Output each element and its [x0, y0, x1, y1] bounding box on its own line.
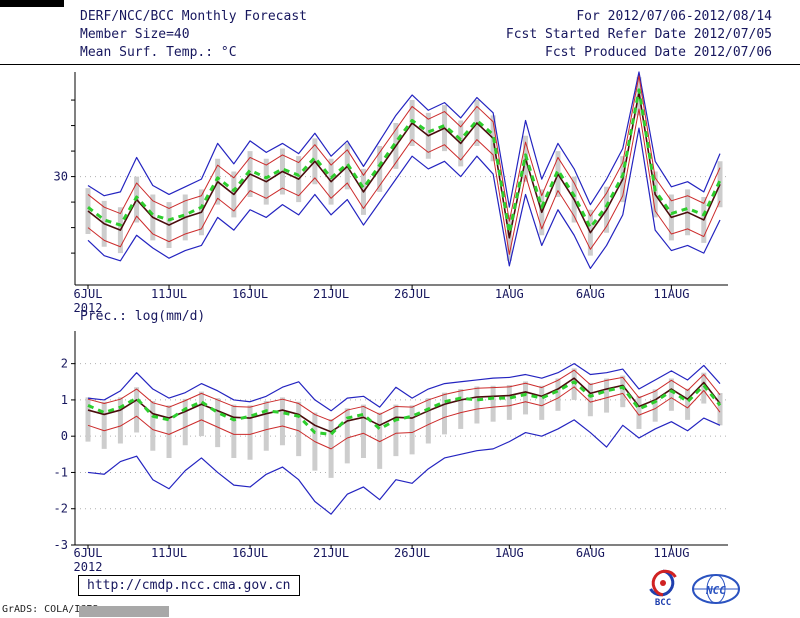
y-tick-label: 30 — [54, 170, 68, 184]
x-tick-label: 16JUL — [232, 287, 268, 301]
x-tick-label: 11JUL — [151, 287, 187, 301]
source-url: http://cmdp.ncc.cma.gov.cn — [78, 575, 300, 596]
series-ensemble-min — [87, 417, 721, 515]
page-corner-bar — [0, 0, 64, 7]
source-url-box: http://cmdp.ncc.cma.gov.cn — [78, 574, 300, 596]
series-ensemble-mean — [87, 91, 721, 239]
ncc-logo-label: NCC — [705, 584, 726, 597]
series-ensemble-max — [87, 71, 721, 208]
ncc-logo: NCC — [690, 572, 742, 608]
y-tick-label: -2 — [54, 502, 68, 516]
x-tick-label: 16JUL — [232, 546, 268, 560]
y-tick-label: 0 — [61, 429, 68, 443]
refer-date-label: Fcst Started Refer Date 2012/07/05 — [505, 27, 772, 42]
x-tick-label: 6AUG — [576, 546, 605, 560]
y-tick-label: 1 — [61, 393, 68, 407]
series-ensemble-median — [87, 88, 722, 235]
ncc-logo-icon: NCC — [692, 574, 740, 604]
y-tick-label: -1 — [54, 465, 68, 479]
series-ensemble-max — [87, 363, 721, 412]
x-tick-label: 26JUL — [394, 546, 430, 560]
x-tick-label: 26JUL — [394, 287, 430, 301]
x-axis-year-label: 2012 — [74, 301, 103, 315]
series-mean-plus-std — [87, 75, 721, 222]
x-tick-label: 1AUG — [495, 546, 524, 560]
x-tick-label: 11AUG — [653, 287, 689, 301]
bcc-logo: BCC — [642, 568, 684, 608]
temp-panel-title: Mean Surf. Temp.: °C — [80, 45, 237, 60]
y-tick-label: -3 — [54, 538, 68, 552]
x-tick-label: 6JUL — [74, 546, 103, 560]
x-tick-label: 6JUL — [74, 287, 103, 301]
series-mean-plus-std — [87, 369, 721, 422]
page-title: DERF/NCC/BCC Monthly Forecast — [80, 9, 307, 24]
x-tick-label: 21JUL — [313, 546, 349, 560]
member-size-label: Member Size=40 — [80, 27, 190, 42]
x-tick-label: 11JUL — [151, 546, 187, 560]
bcc-logo-icon — [649, 569, 677, 597]
x-tick-label: 21JUL — [313, 287, 349, 301]
series-mean-minus-std — [87, 108, 721, 255]
header-divider — [0, 64, 800, 65]
footer-gray-box — [79, 606, 169, 617]
x-tick-label: 6AUG — [576, 287, 605, 301]
series-mean-minus-std — [87, 386, 721, 450]
forecast-range-label: For 2012/07/06-2012/08/14 — [576, 9, 772, 24]
x-tick-label: 1AUG — [495, 287, 524, 301]
x-axis-year-label: 2012 — [74, 560, 103, 574]
x-tick-label: 11AUG — [653, 546, 689, 560]
grads-credit: GrADS: COLA/IGES — [2, 604, 99, 615]
series-ensemble-median — [87, 380, 722, 436]
y-tick-label: 2 — [61, 357, 68, 371]
produced-date-label: Fcst Produced Date 2012/07/06 — [545, 45, 772, 60]
prec-panel-title: Prec.: log(mm/d) — [80, 309, 206, 324]
series-ensemble-min — [87, 127, 721, 270]
bcc-logo-label: BCC — [654, 598, 672, 608]
temperature-chart: 30 6JUL 11JUL 16JUL 21JUL 26JUL 1AUG 6AUG 11AUG 2… — [54, 71, 728, 315]
